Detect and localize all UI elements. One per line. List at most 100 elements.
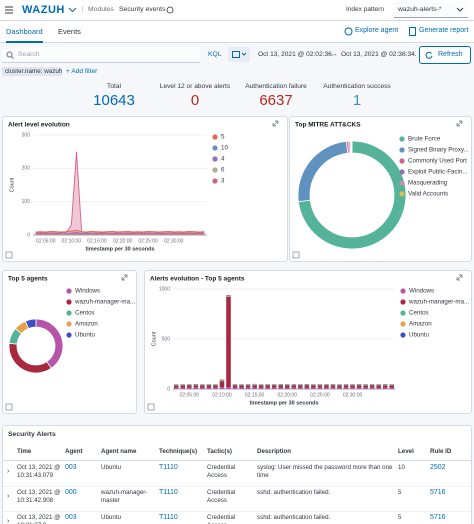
stat-value: 6637	[259, 92, 293, 109]
bar-segment	[376, 384, 381, 386]
bar-segment	[369, 387, 375, 389]
table-cell: Ubuntu	[101, 514, 121, 521]
bar-segment	[324, 385, 329, 386]
row-expander[interactable]: ›	[7, 518, 10, 524]
bar-segment	[271, 387, 277, 389]
alerts-table: Security Alerts Time Agent Agent name Techni…	[2, 425, 472, 524]
bar-segment	[258, 387, 264, 389]
legend-label: 3	[221, 178, 225, 185]
y-tick-label: 0	[167, 386, 170, 392]
bar-segment	[193, 385, 199, 388]
date-to[interactable]: Oct 13, 2021 @ 02:36:34.	[341, 51, 417, 58]
logo[interactable]: WAZUH	[22, 4, 65, 16]
y-tick-label: 300	[22, 132, 31, 138]
bar-segment	[330, 385, 336, 388]
bar-segment	[193, 384, 199, 386]
bar-segment	[271, 385, 277, 388]
date-from[interactable]: Oct 13, 2021 @ 02:02:36.	[258, 51, 334, 58]
bar-segment	[180, 384, 186, 386]
legend-swatch	[66, 310, 72, 316]
tab[interactable]: Dashboard	[6, 27, 43, 43]
legend-label: Commonly Used Port	[408, 158, 467, 165]
bar-segment	[311, 387, 316, 389]
bar-segment	[226, 387, 231, 389]
bar-segment	[265, 385, 270, 388]
explore-agent[interactable]: Explore agent	[355, 27, 399, 34]
legend-swatch	[400, 288, 406, 294]
bar-segment	[363, 385, 368, 388]
legend-label: Windows	[409, 288, 434, 295]
filter-pill[interactable]: cluster.name: wazuh	[2, 67, 62, 76]
bar-segment	[173, 385, 179, 386]
bar-segment	[324, 387, 329, 389]
kql[interactable]: KQL	[208, 51, 222, 58]
tab[interactable]: Events	[58, 27, 81, 36]
bar-segment	[356, 384, 362, 386]
table-cell: 003	[65, 464, 77, 471]
bar-segment	[304, 385, 310, 388]
breadcrumb[interactable]: Modules	[82, 6, 114, 13]
bar-segment	[382, 384, 388, 385]
info-icon	[166, 6, 174, 14]
bar-segment	[284, 384, 290, 385]
table-cell: 5716	[430, 489, 446, 496]
y-tick-label: 200	[22, 166, 31, 172]
refresh-button[interactable]: Refresh	[419, 46, 471, 64]
legend-swatch	[66, 321, 72, 327]
search-box[interactable]: Search	[2, 47, 200, 63]
pie-slice	[297, 140, 407, 250]
bar-segment	[173, 385, 179, 388]
bar-segment	[382, 385, 388, 388]
agent-icon	[344, 27, 353, 36]
bar-segment	[284, 387, 290, 389]
stat-value: 10643	[93, 92, 135, 109]
area	[35, 151, 205, 235]
legend-label: Ubuntu	[75, 332, 96, 339]
legend-label: Centos	[409, 310, 429, 317]
bar-segment	[252, 387, 257, 389]
index-pattern-select[interactable]: wazuh-alerts-*	[394, 2, 468, 18]
legend-swatch	[66, 332, 72, 338]
x-tick-label: 02:20:00	[113, 238, 133, 244]
table-header-line	[3, 460, 471, 461]
legend-label: 10	[221, 145, 228, 152]
legend-label: Amazon	[409, 321, 432, 328]
expand-icon	[456, 120, 463, 127]
date-quick[interactable]	[228, 47, 250, 62]
refresh-icon	[425, 51, 433, 59]
legend-toggle	[5, 251, 13, 259]
row-expander[interactable]: ›	[7, 468, 10, 475]
table-cell: 5	[398, 514, 402, 521]
x-tick-label: 02:30:00	[164, 238, 184, 244]
bar-segment	[180, 387, 186, 389]
legend-toggle	[5, 403, 13, 411]
stat-label: Authentication success	[323, 83, 391, 90]
bar-segment	[258, 385, 264, 388]
stats: Total 10643 Level 12 or above alerts 0 Authe…	[0, 83, 474, 111]
x-tick-label: 02:05:00	[180, 392, 200, 398]
pie-slice	[8, 342, 52, 374]
bar-segment	[239, 387, 244, 389]
bar-segment	[206, 387, 212, 389]
breadcrumb: Security events	[119, 6, 166, 13]
bar-segment	[258, 385, 264, 386]
x-tick-label: 02:20:00	[278, 392, 298, 398]
bar-segment	[200, 387, 205, 389]
expand-icon	[272, 120, 279, 127]
generate-report[interactable]: Generate report	[419, 27, 469, 34]
pie-slice	[35, 318, 64, 369]
bar-segment	[298, 385, 303, 388]
bar-segment	[187, 384, 192, 386]
legend-label: Exploit Public-Facin...	[408, 169, 468, 176]
row-expander[interactable]: ›	[7, 493, 10, 500]
index-pattern-label: Index pattern	[346, 6, 384, 13]
add-filter[interactable]: + Add filter	[66, 68, 98, 75]
menu-icon[interactable]	[4, 5, 14, 15]
bar-segment	[245, 384, 251, 386]
y-axis-label: Count	[151, 331, 157, 346]
chevron	[68, 7, 77, 13]
x-tick-label: 02:15:00	[245, 392, 265, 398]
chart: Alerts evolution - Top 5 agents 0 500 1000 0…	[147, 274, 469, 411]
bar-segment	[226, 296, 231, 297]
